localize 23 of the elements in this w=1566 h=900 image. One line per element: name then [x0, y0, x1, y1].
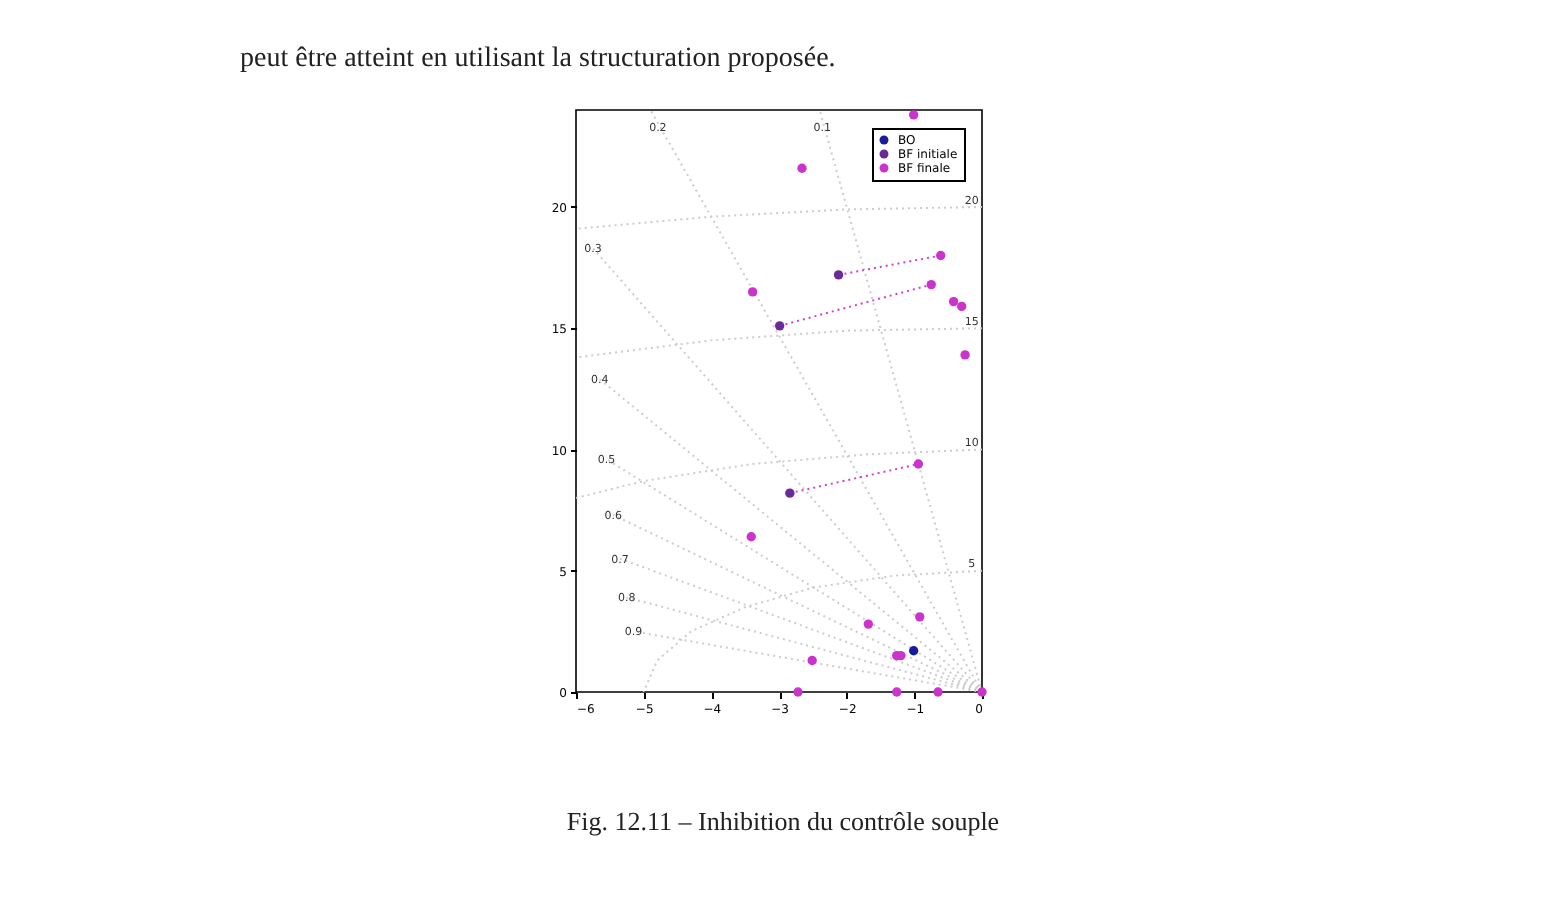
point: [863, 619, 874, 629]
point: [797, 163, 807, 173]
point: [807, 655, 817, 666]
text: peut être atteint en utilisant la structuration proposée.: [240, 44, 836, 76]
point: [913, 459, 924, 469]
point: [977, 687, 987, 697]
point: [908, 646, 919, 656]
point: [793, 687, 803, 697]
point: [960, 350, 970, 360]
point: [774, 321, 785, 331]
point: [957, 301, 967, 312]
point: [833, 270, 844, 280]
point: [936, 250, 946, 261]
point: [746, 532, 756, 542]
point: [908, 110, 919, 120]
text: Fig. 12.11 – Inhibition du contrôle souple: [564, 806, 1002, 838]
point: [892, 687, 902, 697]
point: [747, 287, 758, 297]
point: [933, 687, 943, 697]
point: [926, 279, 936, 290]
point: [948, 296, 959, 307]
point: [915, 612, 925, 622]
point: [785, 488, 795, 498]
